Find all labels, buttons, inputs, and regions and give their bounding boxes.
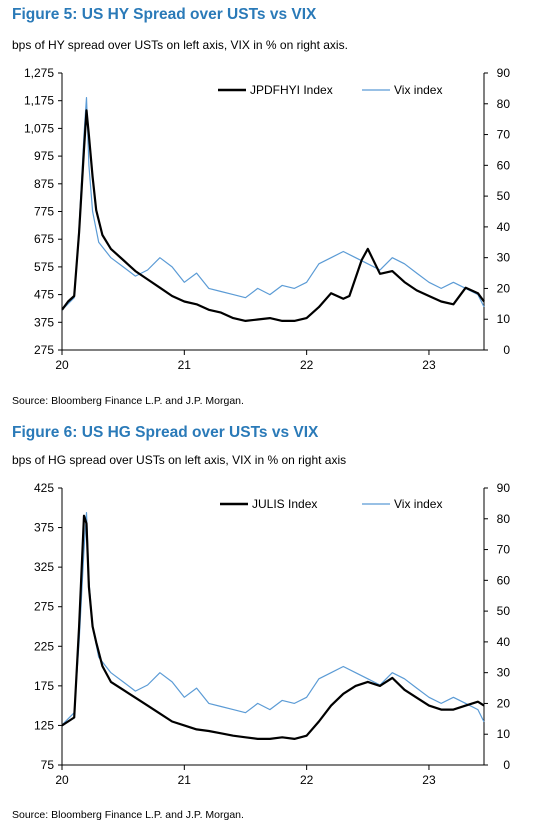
y-right-tick-label: 10 bbox=[497, 727, 511, 741]
vix-series-line bbox=[61, 96, 485, 311]
y-left-tick-label: 675 bbox=[34, 232, 54, 246]
y-left-tick-label: 175 bbox=[34, 679, 54, 693]
y-left-tick-label: 1,075 bbox=[24, 121, 54, 135]
y-left-tick-label: 575 bbox=[34, 260, 54, 274]
x-tick-label: 21 bbox=[178, 358, 192, 372]
x-tick-label: 22 bbox=[300, 358, 314, 372]
vix-series-line bbox=[61, 511, 485, 726]
y-right-tick-label: 50 bbox=[497, 604, 511, 618]
y-left-tick-label: 75 bbox=[41, 758, 55, 772]
y-left-tick-label: 275 bbox=[34, 343, 54, 357]
y-left-tick-label: 475 bbox=[34, 288, 54, 302]
y-right-tick-label: 20 bbox=[497, 696, 511, 710]
figure-source: Source: Bloomberg Finance L.P. and J.P. … bbox=[12, 395, 244, 407]
y-left-tick-label: 1,175 bbox=[24, 94, 54, 108]
y-right-tick-label: 40 bbox=[497, 635, 511, 649]
y-right-tick-label: 0 bbox=[503, 343, 510, 357]
x-tick-label: 20 bbox=[55, 358, 69, 372]
y-right-tick-label: 70 bbox=[497, 128, 511, 142]
y-right-tick-label: 80 bbox=[497, 97, 511, 111]
x-tick-label: 23 bbox=[422, 358, 436, 372]
legend-vix-label: Vix index bbox=[394, 83, 442, 97]
y-left-tick-label: 225 bbox=[34, 639, 54, 653]
figure-subtitle: bps of HY spread over USTs on left axis,… bbox=[12, 38, 348, 52]
y-right-tick-label: 60 bbox=[497, 573, 511, 587]
figure-5: Figure 5: US HY Spread over USTs vs VIX … bbox=[0, 0, 540, 416]
y-right-tick-label: 10 bbox=[497, 312, 511, 326]
figure-6: Figure 6: US HG Spread over USTs vs VIX … bbox=[0, 416, 540, 834]
legend-spread-label: JULIS Index bbox=[252, 497, 317, 511]
y-left-tick-label: 375 bbox=[34, 521, 54, 535]
x-tick-label: 23 bbox=[422, 773, 436, 787]
y-right-tick-label: 90 bbox=[497, 481, 511, 495]
y-left-tick-label: 375 bbox=[34, 315, 54, 329]
y-left-tick-label: 325 bbox=[34, 560, 54, 574]
figure-title: Figure 5: US HY Spread over USTs vs VIX bbox=[12, 6, 317, 23]
figure-subtitle: bps of HG spread over USTs on left axis,… bbox=[12, 453, 347, 467]
y-left-tick-label: 275 bbox=[34, 600, 54, 614]
y-left-tick-label: 125 bbox=[34, 718, 54, 732]
y-right-tick-label: 30 bbox=[497, 666, 511, 680]
y-left-tick-label: 1,275 bbox=[24, 66, 54, 80]
x-tick-label: 21 bbox=[178, 773, 192, 787]
x-tick-label: 22 bbox=[300, 773, 314, 787]
y-right-tick-label: 0 bbox=[503, 758, 510, 772]
y-right-tick-label: 40 bbox=[497, 220, 511, 234]
spread-series-line bbox=[61, 514, 485, 740]
y-right-tick-label: 90 bbox=[497, 66, 511, 80]
y-left-tick-label: 775 bbox=[34, 205, 54, 219]
y-right-tick-label: 60 bbox=[497, 158, 511, 172]
legend-vix-label: Vix index bbox=[394, 497, 442, 511]
figure-title: Figure 6: US HG Spread over USTs vs VIX bbox=[12, 424, 319, 441]
chart-hy-spread-vs-vix: 1,275 1,175 1,075 975 875 775 675 575 475 375 275 9… bbox=[24, 66, 511, 372]
legend-spread-label: JPDFHYI Index bbox=[250, 83, 333, 97]
y-right-tick-label: 70 bbox=[497, 543, 511, 557]
y-right-tick-label: 80 bbox=[497, 512, 511, 526]
y-left-tick-label: 975 bbox=[34, 149, 54, 163]
x-tick-label: 20 bbox=[55, 773, 69, 787]
chart-hg-spread-vs-vix: 425 375 325 275 225 175 125 75 90 80 70 60 50 40 30 20 1… bbox=[34, 481, 511, 787]
y-right-tick-label: 50 bbox=[497, 189, 511, 203]
y-left-tick-label: 425 bbox=[34, 481, 54, 495]
figure-source: Source: Bloomberg Finance L.P. and J.P. … bbox=[12, 809, 244, 821]
y-right-tick-label: 20 bbox=[497, 281, 511, 295]
spread-series-line bbox=[61, 109, 485, 322]
y-right-tick-label: 30 bbox=[497, 251, 511, 265]
y-left-tick-label: 875 bbox=[34, 177, 54, 191]
